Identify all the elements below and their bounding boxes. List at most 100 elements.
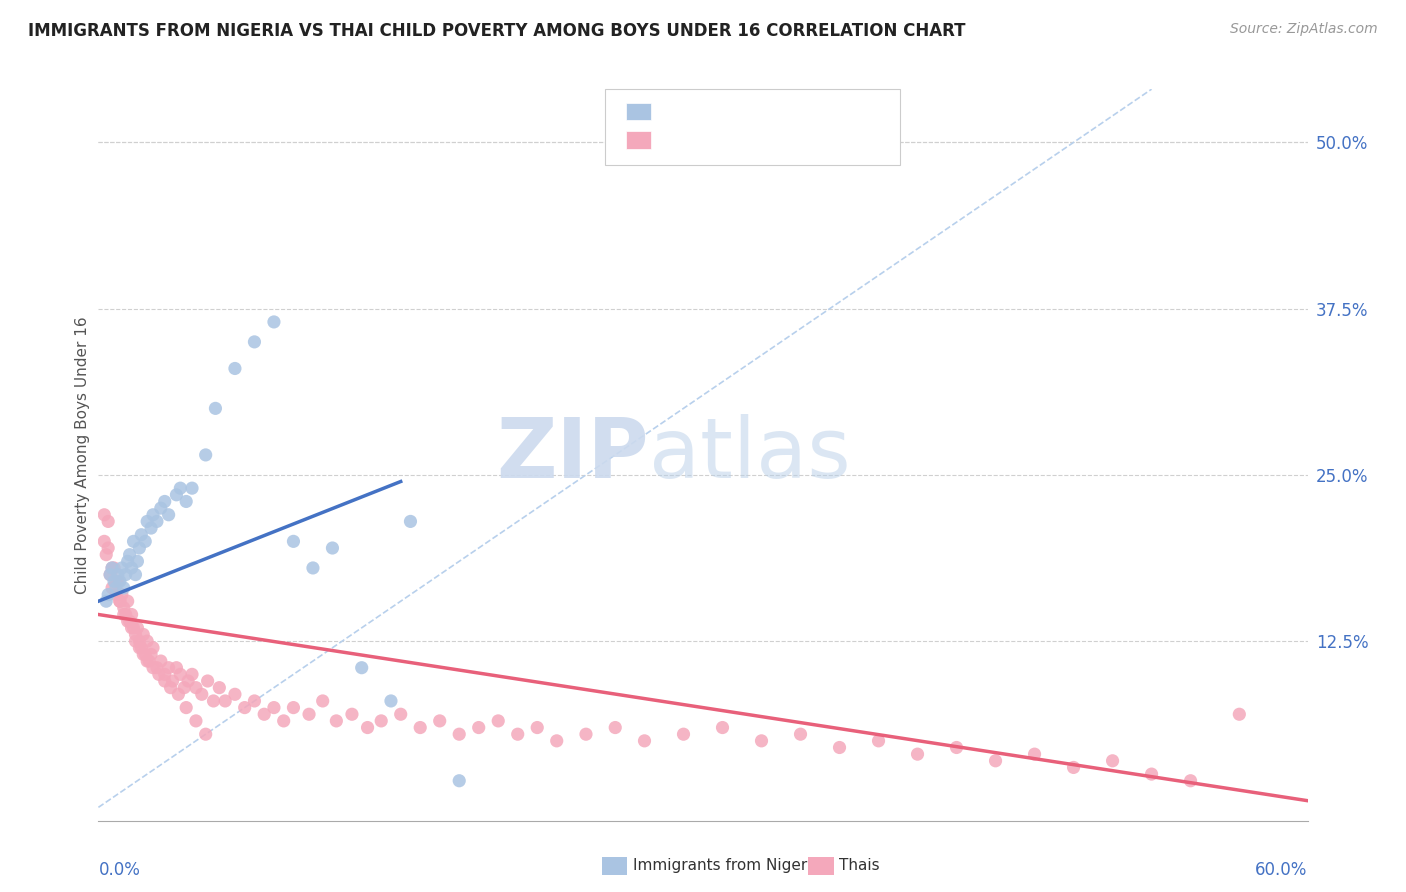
Point — [165, 488, 187, 502]
Point — [575, 727, 598, 741]
Point — [139, 648, 162, 662]
Point — [128, 634, 150, 648]
Point — [118, 614, 141, 628]
Point — [118, 548, 141, 562]
Point — [101, 561, 124, 575]
Point — [449, 727, 471, 741]
Point — [136, 515, 159, 529]
Point — [101, 561, 124, 575]
Point — [139, 521, 162, 535]
Point — [672, 727, 695, 741]
Point — [153, 494, 176, 508]
Point — [153, 673, 176, 688]
Point — [907, 747, 929, 761]
Point — [146, 515, 169, 529]
Y-axis label: Child Poverty Among Boys Under 16: Child Poverty Among Boys Under 16 — [75, 316, 90, 594]
Point — [121, 607, 143, 622]
Text: IMMIGRANTS FROM NIGERIA VS THAI CHILD POVERTY AMONG BOYS UNDER 16 CORRELATION CH: IMMIGRANTS FROM NIGERIA VS THAI CHILD PO… — [28, 22, 966, 40]
Text: R = 0.222: R = 0.222 — [662, 103, 745, 120]
Point — [124, 634, 146, 648]
Point — [93, 508, 115, 522]
Point — [356, 721, 378, 735]
Point — [243, 334, 266, 349]
Point — [162, 673, 184, 688]
Point — [409, 721, 432, 735]
Point — [197, 673, 219, 688]
Point — [104, 574, 127, 589]
Point — [1140, 767, 1163, 781]
Point — [124, 627, 146, 641]
Point — [828, 740, 851, 755]
Text: ZIP: ZIP — [496, 415, 648, 495]
Point — [224, 361, 246, 376]
Point — [526, 721, 548, 735]
Point — [184, 714, 207, 728]
Point — [174, 700, 197, 714]
Point — [191, 687, 214, 701]
Point — [146, 661, 169, 675]
Point — [184, 681, 207, 695]
Point — [96, 548, 118, 562]
Point — [96, 594, 118, 608]
Point — [157, 661, 180, 675]
Point — [194, 727, 217, 741]
Point — [142, 661, 165, 675]
Point — [107, 574, 129, 589]
Point — [112, 600, 135, 615]
Point — [181, 481, 204, 495]
Point — [506, 727, 529, 741]
Point — [149, 654, 172, 668]
Point — [389, 707, 412, 722]
Point — [122, 534, 145, 549]
Point — [467, 721, 489, 735]
Point — [157, 508, 180, 522]
Point — [169, 481, 191, 495]
Text: 0.0%: 0.0% — [98, 861, 141, 879]
Point — [605, 721, 627, 735]
Point — [298, 707, 321, 722]
Point — [202, 694, 225, 708]
Point — [131, 640, 153, 655]
Point — [325, 714, 347, 728]
Point — [134, 534, 156, 549]
Point — [108, 574, 131, 589]
Text: Thais: Thais — [839, 858, 880, 872]
Point — [117, 614, 139, 628]
Point — [429, 714, 451, 728]
Text: atlas: atlas — [648, 415, 851, 495]
Point — [751, 734, 773, 748]
Point — [97, 588, 120, 602]
Text: Source: ZipAtlas.com: Source: ZipAtlas.com — [1230, 22, 1378, 37]
Text: R = -0.611: R = -0.611 — [662, 131, 752, 149]
Point — [340, 707, 363, 722]
Point — [98, 567, 121, 582]
Point — [177, 673, 200, 688]
Point — [208, 681, 231, 695]
Point — [103, 561, 125, 575]
Point — [399, 515, 422, 529]
Point — [159, 681, 181, 695]
Point — [380, 694, 402, 708]
Point — [945, 740, 967, 755]
Point — [117, 554, 139, 568]
Point — [167, 687, 190, 701]
Point — [263, 700, 285, 714]
Point — [173, 681, 195, 695]
Point — [321, 541, 343, 555]
Point — [253, 707, 276, 722]
Point — [138, 654, 160, 668]
Point — [132, 648, 155, 662]
Point — [112, 581, 135, 595]
Point — [302, 561, 325, 575]
Point — [153, 667, 176, 681]
Point — [114, 607, 136, 622]
Point — [149, 501, 172, 516]
Point — [142, 640, 165, 655]
Point — [108, 594, 131, 608]
Point — [97, 515, 120, 529]
Point — [121, 561, 143, 575]
Point — [1024, 747, 1046, 761]
Point — [633, 734, 655, 748]
Point — [312, 694, 335, 708]
Point — [111, 588, 134, 602]
